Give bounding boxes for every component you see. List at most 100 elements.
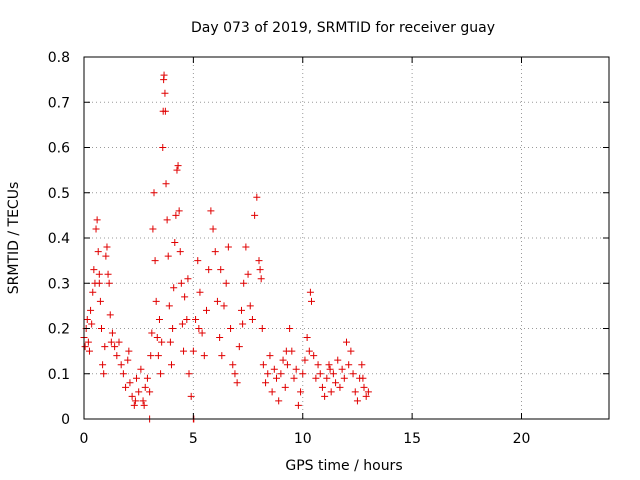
axis-ticks xyxy=(83,56,609,420)
data-point xyxy=(238,306,245,314)
data-point xyxy=(99,361,107,369)
data-point xyxy=(275,397,283,405)
data-point xyxy=(286,325,294,332)
data-point xyxy=(90,266,98,274)
data-point xyxy=(105,279,113,287)
data-point xyxy=(158,338,166,346)
data-point xyxy=(150,189,158,197)
data-point xyxy=(323,374,331,382)
data-point xyxy=(115,338,123,346)
data-point xyxy=(93,216,101,224)
data-point xyxy=(244,270,252,278)
data-point xyxy=(111,343,119,351)
data-point xyxy=(176,248,184,256)
data-point xyxy=(147,352,155,360)
data-point xyxy=(303,334,311,342)
data-point xyxy=(266,352,274,360)
data-point xyxy=(98,325,105,332)
data-point xyxy=(231,370,239,378)
data-point xyxy=(255,257,263,265)
data-point xyxy=(268,388,276,396)
data-point xyxy=(83,315,91,323)
data-point xyxy=(359,374,367,382)
data-point xyxy=(248,315,256,323)
data-point xyxy=(233,379,241,387)
data-point xyxy=(192,315,200,323)
x-tick-label: 10 xyxy=(294,431,312,447)
data-point xyxy=(326,365,334,373)
data-point xyxy=(343,338,350,346)
data-point xyxy=(360,383,368,391)
data-point xyxy=(135,388,143,396)
data-point xyxy=(125,347,133,355)
data-point xyxy=(258,325,266,332)
data-point xyxy=(168,361,175,369)
data-point xyxy=(251,211,259,219)
data-point xyxy=(170,284,178,292)
data-point xyxy=(270,365,278,373)
data-point xyxy=(96,297,104,305)
data-point xyxy=(277,370,285,378)
data-point xyxy=(305,347,313,355)
data-point xyxy=(345,361,353,369)
data-point xyxy=(227,325,235,332)
data-point xyxy=(253,193,261,201)
data-point xyxy=(107,338,115,346)
data-point xyxy=(124,356,132,364)
data-point xyxy=(297,388,305,396)
data-point xyxy=(113,352,121,360)
data-point xyxy=(239,320,247,328)
data-point xyxy=(84,338,92,346)
data-point xyxy=(126,379,134,387)
data-point xyxy=(177,279,185,287)
data-point xyxy=(264,370,272,378)
data-point xyxy=(211,248,219,256)
data-point xyxy=(256,266,264,274)
data-point xyxy=(351,388,359,396)
data-point xyxy=(229,361,237,369)
data-point xyxy=(196,288,204,296)
data-point xyxy=(349,370,357,378)
data-point xyxy=(87,306,95,314)
data-point xyxy=(171,239,179,247)
x-tick-labels: 0 5 10 15 20 xyxy=(80,431,531,447)
data-point xyxy=(306,288,314,296)
data-point xyxy=(222,279,230,287)
data-point xyxy=(209,225,217,233)
y-tick-label: 0.5 xyxy=(48,186,70,202)
data-point xyxy=(301,356,309,364)
data-point xyxy=(364,388,372,396)
data-point xyxy=(283,361,291,369)
x-tick-label: 0 xyxy=(80,431,89,447)
data-point xyxy=(163,216,171,224)
data-point xyxy=(358,361,366,369)
data-point xyxy=(183,315,191,323)
data-point xyxy=(262,379,270,387)
x-tick-label: 5 xyxy=(189,431,198,447)
data-point xyxy=(340,374,348,382)
data-point xyxy=(95,279,103,287)
data-point xyxy=(102,252,110,260)
data-point xyxy=(194,257,202,265)
data-point xyxy=(273,374,280,382)
data-point xyxy=(159,144,167,151)
grid-lines xyxy=(84,57,609,419)
data-point xyxy=(164,252,172,260)
data-point xyxy=(106,311,114,319)
data-point xyxy=(140,401,148,409)
data-point xyxy=(157,370,165,378)
y-tick-label: 0.7 xyxy=(48,95,70,111)
data-point xyxy=(187,392,195,400)
y-axis-title: SRMTID / TECUs xyxy=(6,182,22,295)
data-point xyxy=(152,297,160,305)
data-point xyxy=(149,225,157,233)
data-point xyxy=(117,361,125,369)
data-point xyxy=(336,383,344,391)
data-point xyxy=(178,320,186,328)
data-point xyxy=(175,207,183,215)
data-point xyxy=(257,275,265,283)
data-point xyxy=(122,383,130,391)
data-point xyxy=(235,343,243,351)
y-tick-label: 0.6 xyxy=(48,141,70,157)
